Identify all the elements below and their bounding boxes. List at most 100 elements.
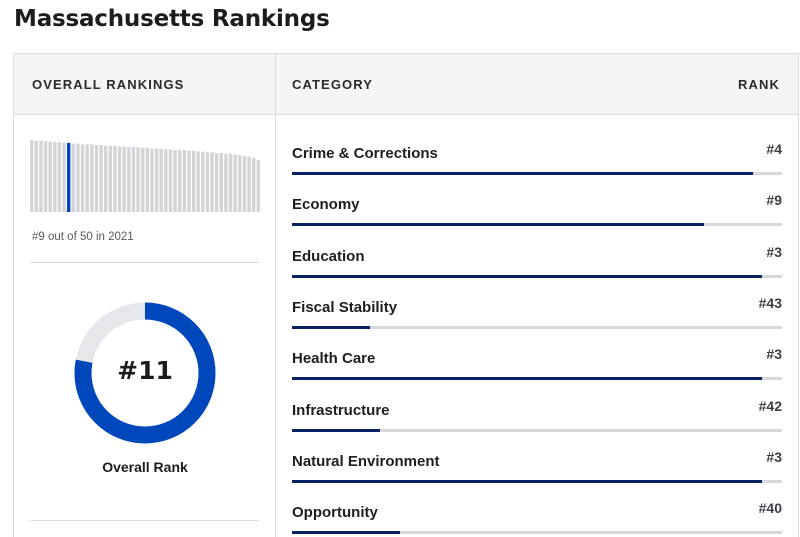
category-rank: #42 (758, 397, 782, 414)
category-bar-fill (292, 377, 763, 381)
category-name: Opportunity (292, 504, 378, 522)
history-bar (113, 145, 117, 212)
ranking-history-chart (30, 140, 260, 212)
history-bar (145, 147, 150, 212)
category-bar-fill (292, 172, 753, 175)
category-rank: #3 (766, 243, 782, 260)
history-bar (177, 150, 182, 212)
category-row[interactable]: Education #3 (292, 244, 782, 290)
history-bar (108, 145, 113, 212)
history-bar (117, 146, 122, 212)
history-bar (34, 140, 39, 212)
history-bar (205, 152, 210, 212)
history-bar (57, 142, 62, 212)
category-bar-fill (292, 479, 763, 483)
history-bar (99, 145, 103, 212)
category-rank: #43 (758, 294, 782, 311)
history-bar (39, 140, 43, 212)
history-bar (191, 150, 196, 212)
history-bar (247, 156, 251, 212)
category-rank: #4 (766, 141, 782, 157)
history-bar (154, 148, 159, 212)
column-divider (275, 54, 276, 537)
history-bar (76, 143, 80, 212)
category-bar-track (292, 223, 782, 227)
history-bar (122, 146, 126, 212)
history-bar (233, 154, 237, 212)
category-row[interactable]: Crime & Corrections #4 (292, 141, 782, 187)
category-bar-fill (292, 531, 400, 535)
category-rank: #3 (766, 448, 782, 465)
category-rank: #3 (766, 346, 782, 363)
history-bar (182, 150, 187, 212)
history-bar (224, 153, 228, 212)
category-bar-track (292, 377, 782, 381)
rankings-panel: OVERALL RANKINGS CATEGORY RANK #9 out of… (13, 53, 799, 537)
category-rank: #40 (758, 500, 782, 517)
category-name: Education (292, 247, 365, 265)
history-bar (187, 150, 191, 212)
history-bar (136, 147, 140, 212)
history-bar (90, 144, 94, 212)
history-bar (168, 149, 173, 212)
history-bar (103, 145, 108, 212)
category-bar-track (292, 479, 782, 483)
category-header: CATEGORY (292, 77, 374, 92)
category-row[interactable]: Natural Environment #3 (292, 449, 782, 495)
history-bar (53, 142, 57, 212)
overall-rank-donut (74, 302, 216, 444)
divider (30, 520, 259, 521)
overall-rankings-header: OVERALL RANKINGS (32, 77, 185, 92)
donut-fill (74, 302, 216, 444)
category-bar-fill (292, 428, 381, 432)
history-bar (30, 140, 34, 212)
category-row[interactable]: Opportunity #40 (292, 500, 782, 537)
history-bar (214, 152, 219, 212)
history-bar (228, 153, 233, 212)
category-bar-track (292, 325, 782, 329)
history-bar (48, 141, 52, 212)
history-bar (127, 147, 131, 212)
history-bar (71, 143, 76, 212)
category-bar-fill (292, 223, 704, 227)
category-row[interactable]: Fiscal Stability #43 (292, 295, 782, 341)
history-bar (242, 155, 247, 212)
page-title: Massachusetts Rankings (14, 6, 330, 32)
category-rank: #9 (766, 192, 782, 209)
category-bar-track (292, 531, 782, 535)
history-bar (210, 152, 214, 212)
overall-rank-caption: Overall Rank (102, 459, 188, 475)
history-bar-highlighted (66, 142, 71, 212)
history-bar (201, 151, 205, 212)
history-bar (196, 151, 200, 212)
category-row[interactable]: Health Care #3 (292, 346, 782, 392)
history-bar (164, 149, 168, 212)
history-bar (85, 144, 89, 212)
divider (30, 262, 259, 263)
history-bar (94, 145, 99, 212)
category-name: Health Care (292, 350, 376, 368)
history-bar (62, 142, 66, 212)
history-bar (150, 148, 154, 212)
rank-header: RANK (738, 77, 780, 92)
history-bar (256, 160, 260, 212)
category-bar-fill (292, 325, 371, 329)
history-bar (131, 147, 136, 212)
category-name: Natural Environment (292, 452, 440, 470)
table-header (14, 54, 798, 115)
history-bar (251, 158, 256, 212)
category-bar-fill (292, 274, 763, 278)
history-bar (140, 147, 145, 212)
history-bar (43, 141, 48, 212)
history-bar (173, 150, 177, 212)
category-row[interactable]: Economy #9 (292, 192, 782, 238)
category-row[interactable]: Infrastructure #42 (292, 398, 782, 444)
category-name: Infrastructure (292, 401, 390, 419)
history-bar (80, 144, 85, 212)
category-bar-track (292, 274, 782, 278)
ranking-history-caption: #9 out of 50 in 2021 (32, 231, 134, 243)
category-bar-track (292, 172, 782, 175)
category-name: Economy (292, 196, 360, 214)
category-bar-track (292, 428, 782, 432)
category-name: Fiscal Stability (292, 298, 398, 316)
